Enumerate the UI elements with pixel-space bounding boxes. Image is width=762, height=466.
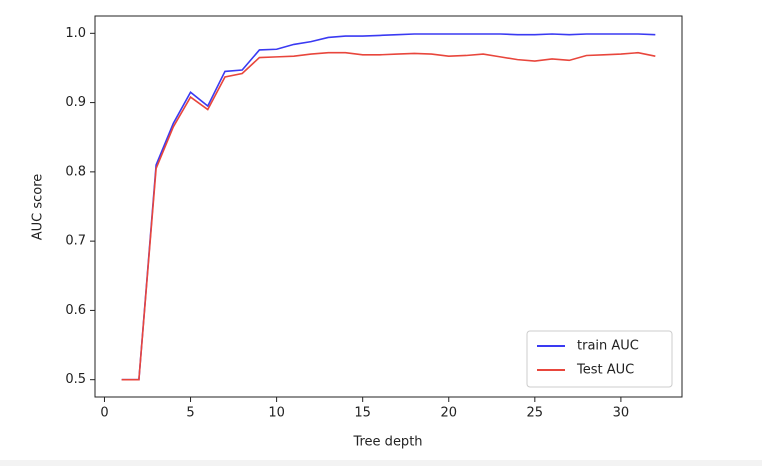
y-axis-label: AUC score xyxy=(31,174,46,241)
plot-frame xyxy=(94,15,683,398)
y-tick-label: 0.7 xyxy=(65,234,86,249)
x-tick-label: 5 xyxy=(186,406,194,421)
bottom-strip xyxy=(0,460,762,466)
legend-label: train AUC xyxy=(577,339,639,354)
series-line xyxy=(121,51,656,381)
x-axis-label: Tree depth xyxy=(352,435,422,450)
y-tick-label: 0.8 xyxy=(65,164,86,179)
x-tick-label: 0 xyxy=(100,406,108,421)
series-line xyxy=(121,33,656,381)
y-tick-label: 0.9 xyxy=(65,95,86,110)
y-tick-label: 1.0 xyxy=(65,26,86,41)
y-tick-label: 0.5 xyxy=(65,372,86,387)
x-tick-label: 10 xyxy=(268,406,285,421)
x-tick-label: 20 xyxy=(440,406,457,421)
x-tick-label: 25 xyxy=(527,406,544,421)
legend-label: Test AUC xyxy=(576,363,634,378)
x-tick-label: 15 xyxy=(354,406,371,421)
x-tick-label: 30 xyxy=(613,406,630,421)
y-tick-label: 0.6 xyxy=(65,303,86,318)
